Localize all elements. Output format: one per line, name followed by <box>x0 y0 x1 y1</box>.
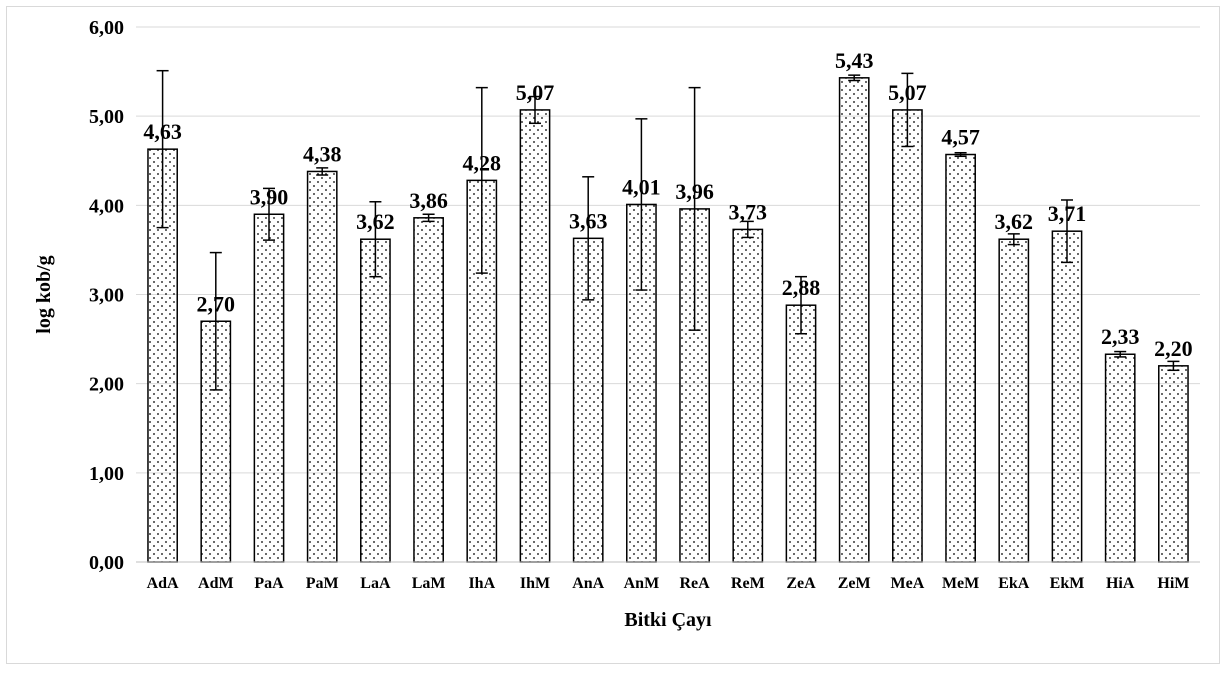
y-tick-label: 5,00 <box>89 106 124 128</box>
bar <box>253 213 285 563</box>
bar <box>892 109 923 563</box>
data-label: 5,43 <box>835 48 874 73</box>
data-label: 4,38 <box>303 141 342 166</box>
data-label: 2,70 <box>197 291 236 316</box>
bar <box>1051 230 1083 563</box>
x-tick-label: MeA <box>891 575 925 592</box>
x-tick-label: LaM <box>412 575 446 592</box>
x-tick-label: EkM <box>1050 575 1085 592</box>
data-label: 4,28 <box>463 150 502 175</box>
gridlines <box>136 26 1200 474</box>
y-tick-label: 3,00 <box>89 285 124 307</box>
x-tick-label: EkA <box>998 575 1030 592</box>
x-tick-label: IhM <box>520 575 550 592</box>
bar <box>945 153 976 563</box>
data-labels: 4,63 2,70 3,90 4,38 3,62 3,86 4,28 5,07 3,63 4,01… <box>143 48 1192 361</box>
data-label: 4,57 <box>941 125 980 150</box>
data-label: 3,62 <box>995 209 1034 234</box>
y-tick-label: 6,00 <box>89 17 124 39</box>
x-tick-label: ZeM <box>838 575 871 592</box>
data-label: 5,07 <box>516 80 555 105</box>
bar <box>785 304 817 563</box>
bar <box>519 109 551 563</box>
y-axis-title: log kob/g <box>33 255 55 333</box>
x-tick-label: PaA <box>254 575 284 592</box>
x-tick-label: AdM <box>198 575 234 592</box>
data-label: 3,96 <box>675 179 714 204</box>
x-tick-label: LaA <box>360 575 391 592</box>
data-label: 4,63 <box>143 119 182 144</box>
error-bars <box>156 69 1180 391</box>
x-tick-label: MeM <box>942 575 979 592</box>
x-axis-title: Bitki Çayı <box>624 609 712 631</box>
data-label: 3,63 <box>569 208 608 233</box>
y-tick-label: 4,00 <box>89 195 124 217</box>
bar <box>732 228 764 563</box>
data-label: 5,07 <box>888 80 927 105</box>
bar <box>413 217 444 563</box>
bar <box>306 170 338 563</box>
data-label: 2,33 <box>1101 324 1140 349</box>
x-tick-label: ReA <box>679 575 710 592</box>
data-label: 3,73 <box>729 199 768 224</box>
x-tick-label: HiM <box>1157 575 1189 592</box>
bar <box>998 238 1030 563</box>
data-label: 2,88 <box>782 275 821 300</box>
bar <box>838 77 870 563</box>
x-tick-label: HiA <box>1106 575 1135 592</box>
data-label: 3,62 <box>356 209 395 234</box>
data-label: 3,86 <box>409 188 448 213</box>
data-label: 2,20 <box>1154 336 1193 361</box>
y-tick-label: 1,00 <box>89 463 124 485</box>
bar <box>360 238 391 563</box>
x-tick-label: AdA <box>147 575 179 592</box>
x-tick-label: PaM <box>306 575 339 592</box>
data-label: 3,90 <box>250 184 289 209</box>
y-tick-label: 2,00 <box>89 374 124 396</box>
y-axis-ticks: 0,00 1,00 2,00 3,00 4,00 5,00 6,00 <box>89 17 124 574</box>
x-tick-label: IhA <box>468 575 495 592</box>
y-tick-label: 0,00 <box>89 552 124 574</box>
bar <box>1104 353 1136 563</box>
x-tick-label: AnM <box>624 575 660 592</box>
x-tick-label: ReM <box>731 575 765 592</box>
data-label: 4,01 <box>622 174 661 199</box>
data-label: 3,71 <box>1048 201 1087 226</box>
x-tick-label: ZeA <box>786 575 816 592</box>
x-axis-ticks: AdA AdM PaA PaM LaA LaM IhA IhM AnA AnM ReA ReM ZeA Z… <box>147 575 1190 592</box>
x-tick-label: AnA <box>572 575 604 592</box>
bar <box>1158 365 1189 563</box>
